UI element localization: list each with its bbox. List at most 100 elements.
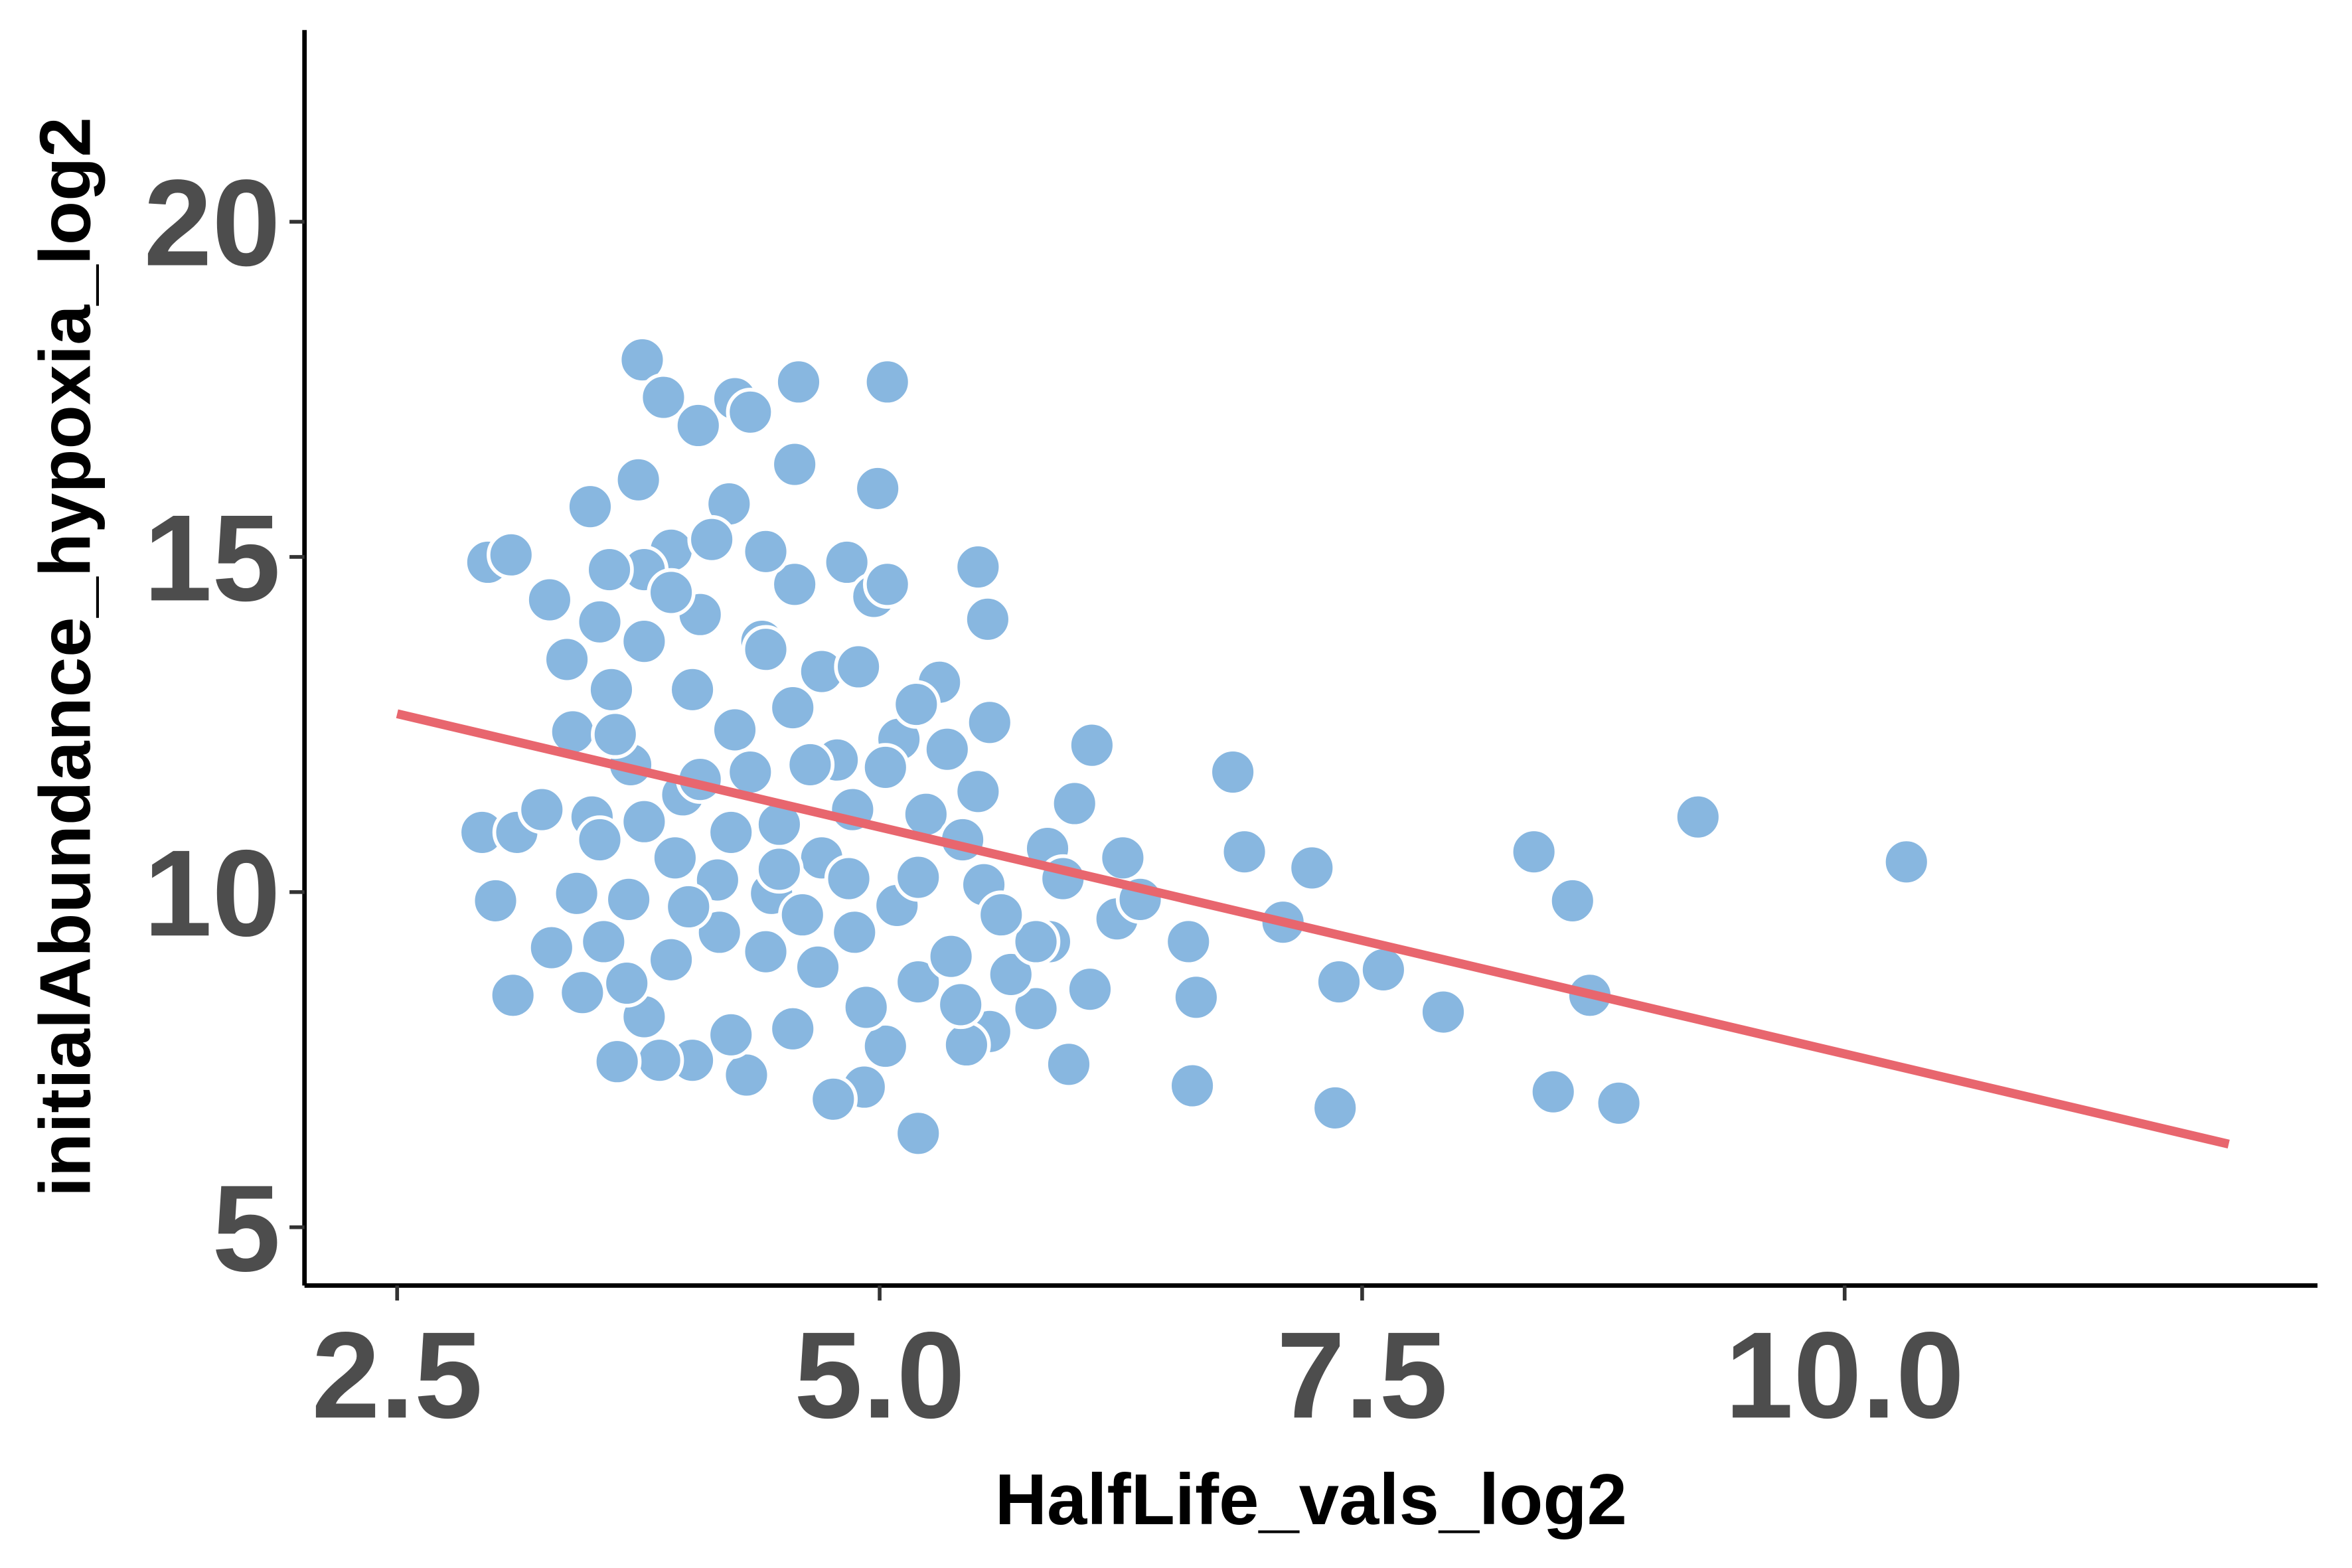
point: [552, 869, 601, 918]
point: [1219, 827, 1269, 876]
point: [1011, 984, 1061, 1034]
point: [741, 527, 791, 576]
point: [741, 927, 791, 977]
point: [830, 907, 879, 957]
point: [1287, 843, 1337, 893]
point: [953, 767, 1003, 817]
point: [963, 595, 1012, 644]
point: [853, 464, 902, 513]
point: [487, 530, 536, 580]
point: [1310, 1083, 1360, 1133]
point: [617, 335, 667, 384]
point: [726, 747, 775, 797]
point: [894, 957, 943, 1006]
point: [613, 455, 663, 505]
point: [1548, 876, 1597, 925]
point: [862, 357, 912, 407]
point: [1419, 987, 1468, 1037]
y-tick-label: 5: [212, 1160, 280, 1297]
point: [722, 1050, 771, 1100]
point: [668, 665, 717, 714]
point: [892, 680, 941, 729]
point: [862, 560, 912, 609]
point: [768, 1004, 817, 1054]
point: [710, 705, 759, 755]
point: [936, 980, 985, 1030]
point: [977, 890, 1026, 939]
point: [706, 1010, 755, 1059]
point: [639, 372, 688, 422]
point: [755, 844, 804, 894]
point: [488, 971, 538, 1020]
point: [566, 482, 615, 531]
point: [726, 388, 775, 437]
point: [1359, 945, 1408, 994]
point: [471, 876, 520, 925]
point: [1098, 833, 1148, 882]
point: [674, 401, 723, 450]
point: [774, 357, 823, 407]
point: [942, 1020, 991, 1069]
point: [592, 1037, 642, 1086]
point: [741, 625, 791, 674]
point: [647, 568, 696, 617]
point: [1674, 792, 1723, 842]
y-tick-label: 10: [143, 824, 280, 962]
point: [517, 785, 567, 834]
point: [770, 560, 819, 609]
point: [619, 797, 669, 846]
point: [953, 542, 1003, 591]
point: [1065, 965, 1115, 1014]
point: [591, 710, 640, 759]
point: [585, 545, 634, 594]
point: [619, 617, 669, 666]
point: [1172, 973, 1221, 1022]
point: [651, 833, 700, 882]
x-axis-title: HalfLife_vals_log2: [995, 1459, 1627, 1539]
point: [834, 642, 883, 692]
point: [926, 931, 976, 981]
y-tick-label: 15: [143, 489, 280, 627]
point: [525, 575, 574, 625]
point: [822, 538, 872, 587]
point: [809, 1075, 858, 1124]
point: [1044, 1040, 1093, 1089]
point: [842, 982, 891, 1032]
point: [965, 698, 1014, 747]
point: [558, 968, 607, 1017]
point: [542, 635, 591, 684]
point: [793, 943, 842, 992]
point: [602, 959, 651, 1008]
point: [923, 724, 972, 774]
point: [894, 852, 943, 902]
point: [824, 854, 874, 903]
point: [1208, 747, 1257, 797]
point: [635, 1036, 684, 1085]
x-tick-label: 2.5: [311, 1306, 483, 1444]
y-tick-label: 20: [143, 155, 280, 292]
point: [579, 917, 629, 967]
point: [785, 740, 835, 789]
point: [986, 950, 1036, 999]
point: [1314, 957, 1364, 1006]
x-tick-label: 7.5: [1277, 1306, 1448, 1444]
point: [861, 743, 910, 792]
point: [687, 514, 736, 564]
point: [1067, 720, 1117, 770]
point: [1050, 779, 1099, 828]
point: [861, 1022, 910, 1071]
point: [575, 815, 625, 864]
fit-line: [396, 709, 2230, 1149]
point: [706, 808, 755, 857]
point: [527, 923, 576, 973]
x-tick-label: 5.0: [794, 1306, 965, 1444]
point: [1594, 1079, 1644, 1128]
point: [1011, 917, 1061, 967]
x-tick-label: 10.0: [1725, 1306, 1964, 1444]
point: [647, 935, 696, 984]
point: [778, 890, 827, 939]
point: [1529, 1067, 1578, 1117]
point: [1882, 837, 1931, 887]
